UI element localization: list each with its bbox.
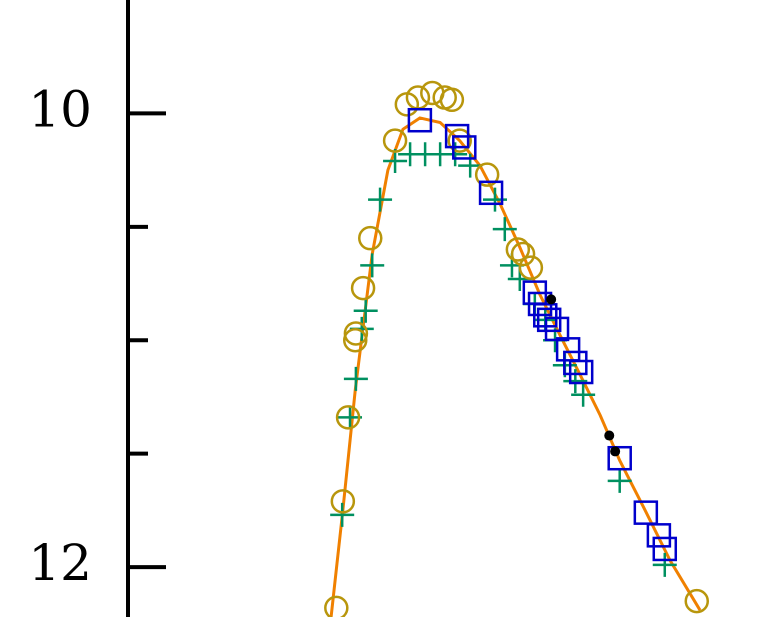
square-marker [555, 337, 581, 362]
circle-marker [342, 328, 368, 353]
plus-marker [360, 253, 385, 278]
plus-marker [571, 382, 596, 407]
plus-marker [652, 552, 677, 577]
circle-marker [510, 241, 536, 267]
square-marker [652, 536, 678, 562]
circle-marker [350, 275, 376, 301]
circle-marker [505, 237, 531, 262]
plus-marker [383, 149, 408, 174]
circle-marker [684, 588, 710, 614]
square-marker [536, 307, 562, 333]
dot-marker [546, 294, 557, 305]
square-marker [478, 180, 504, 206]
circle-marker [343, 321, 369, 346]
y-tick-label: 10 [28, 80, 92, 138]
plus-marker [368, 187, 393, 212]
square-marker [607, 445, 632, 471]
circle-marker [439, 87, 465, 113]
square-marker [646, 523, 672, 548]
circle-marker [330, 489, 356, 514]
dot-marker [610, 446, 621, 457]
plus-marker [330, 502, 355, 527]
plus-marker [458, 153, 483, 178]
circle-marker [324, 595, 349, 617]
square-marker [568, 359, 594, 385]
square-marker [452, 135, 477, 160]
plus-marker [343, 366, 368, 391]
dot-marker [604, 430, 615, 441]
plus-marker [492, 217, 517, 242]
circle-marker [335, 405, 361, 430]
square-marker [633, 500, 659, 525]
fit-line [329, 116, 702, 617]
circle-marker [358, 225, 383, 251]
plus-marker [607, 468, 632, 493]
circle-marker [447, 128, 472, 153]
square-marker [407, 107, 433, 133]
circle-marker [474, 162, 500, 187]
plus-marker [353, 298, 378, 323]
square-marker [563, 350, 588, 376]
y-tick-label: 12 [28, 534, 92, 592]
circle-marker [518, 255, 544, 280]
circle-marker [382, 128, 408, 153]
